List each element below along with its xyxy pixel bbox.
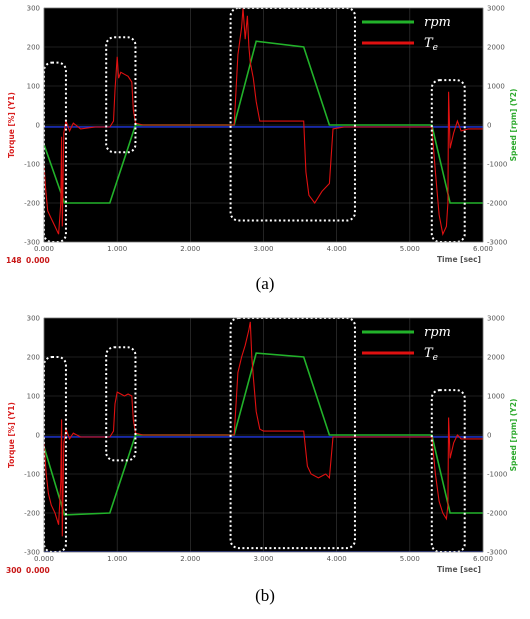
corner-label-right: 0.000: [26, 256, 50, 265]
y-right-tick-label: 0: [487, 432, 491, 440]
torque-series-line: [109, 391, 235, 438]
x-tick-label: 5.000: [400, 245, 420, 253]
torque-series-line: [431, 91, 483, 236]
y-right-axis-label: Speed [rpm] (Y2): [509, 399, 518, 472]
x-tick-label: 1.000: [107, 245, 127, 253]
plot-frame: [43, 317, 484, 553]
x-tick-label: 1.000: [107, 555, 127, 563]
legend-torque-label: Te: [424, 36, 438, 53]
y-left-axis-label: Torque [%] (Y1): [7, 402, 16, 468]
torque-series-line: [431, 417, 483, 521]
y-right-tick-label: 1000: [487, 83, 505, 91]
x-tick-label: 2.000: [180, 245, 200, 253]
torque-series-line: [233, 8, 432, 204]
x-tick-label: 3.000: [253, 245, 273, 253]
y-left-tick-label: -100: [24, 471, 40, 479]
y-right-tick-label: 2000: [487, 44, 505, 52]
y-left-tick-label: 0: [36, 122, 40, 130]
y-left-tick-label: -200: [24, 510, 40, 518]
y-right-tick-label: -1000: [487, 471, 507, 479]
y-right-tick-label: 0: [487, 122, 491, 130]
y-left-tick-label: -300: [24, 239, 40, 247]
caption-b: (b): [255, 586, 275, 605]
y-left-tick-label: -300: [24, 549, 40, 557]
plot-content: [44, 321, 483, 552]
y-right-tick-label: 2000: [487, 354, 505, 362]
chart-a-svg: 0.000 1.000 2.000 3.000 4.000 5.000 6.000 300 20…: [6, 5, 518, 266]
y-left-tick-label: 200: [27, 44, 40, 52]
y-left-axis-label: Torque [%] (Y1): [7, 92, 16, 158]
chart-b-svg: 0.000 1.000 2.000 3.000 4.000 5.000 6.000 300 20…: [6, 315, 518, 576]
y-left-tick-label: 0: [36, 432, 40, 440]
x-tick-label: 0.000: [34, 245, 54, 253]
corner-label-left: 148: [6, 256, 22, 265]
x-tick-label: 0.000: [34, 555, 54, 563]
legend-rpm-label: rpm: [424, 15, 451, 30]
y-left-tick-label: 100: [27, 393, 40, 401]
caption-a: (a): [255, 274, 275, 293]
corner-label-right: 0.000: [26, 566, 50, 575]
x-tick-label: 3.000: [253, 555, 273, 563]
y-right-tick-label: -1000: [487, 161, 507, 169]
y-right-tick-label: -2000: [487, 510, 507, 518]
x-tick-label: 6.000: [473, 555, 493, 563]
legend-rpm-label: rpm: [424, 325, 451, 340]
highlight-box: [105, 36, 137, 154]
torque-series-line: [44, 419, 110, 537]
speed-series-line: [44, 40, 483, 204]
y-right-tick-label: 3000: [487, 315, 505, 323]
x-axis-label: Time [sec]: [437, 565, 481, 574]
x-tick-label: 5.000: [400, 555, 420, 563]
torque-series-line: [109, 56, 235, 128]
y-left-tick-label: 300: [27, 315, 40, 323]
x-tick-label: 4.000: [327, 245, 347, 253]
torque-series-line: [233, 321, 432, 480]
y-left-tick-label: -200: [24, 200, 40, 208]
speed-series-line: [44, 352, 483, 516]
y-right-tick-label: -3000: [487, 239, 507, 247]
corner-label-left: 300: [6, 566, 22, 575]
y-left-tick-label: -100: [24, 161, 40, 169]
x-tick-label: 2.000: [180, 555, 200, 563]
x-axis-label: Time [sec]: [437, 255, 481, 264]
y-right-tick-label: 3000: [487, 5, 505, 13]
y-left-tick-label: 200: [27, 354, 40, 362]
x-tick-label: 6.000: [473, 245, 493, 253]
y-left-tick-label: 100: [27, 83, 40, 91]
y-right-tick-label: -3000: [487, 549, 507, 557]
chart-panel-b: 0.000 1.000 2.000 3.000 4.000 5.000 6.000 300 20…: [0, 310, 530, 578]
x-tick-label: 4.000: [327, 555, 347, 563]
torque-series-line: [44, 119, 110, 235]
y-right-tick-label: 1000: [487, 393, 505, 401]
y-right-tick-label: -2000: [487, 200, 507, 208]
y-left-tick-label: 300: [27, 5, 40, 13]
plot-frame: [43, 7, 484, 243]
y-right-axis-label: Speed [rpm] (Y2): [509, 89, 518, 162]
chart-panel-a: 0.000 1.000 2.000 3.000 4.000 5.000 6.000 300 20…: [0, 0, 530, 268]
plot-content: [44, 8, 483, 236]
legend-torque-label: Te: [424, 346, 438, 363]
